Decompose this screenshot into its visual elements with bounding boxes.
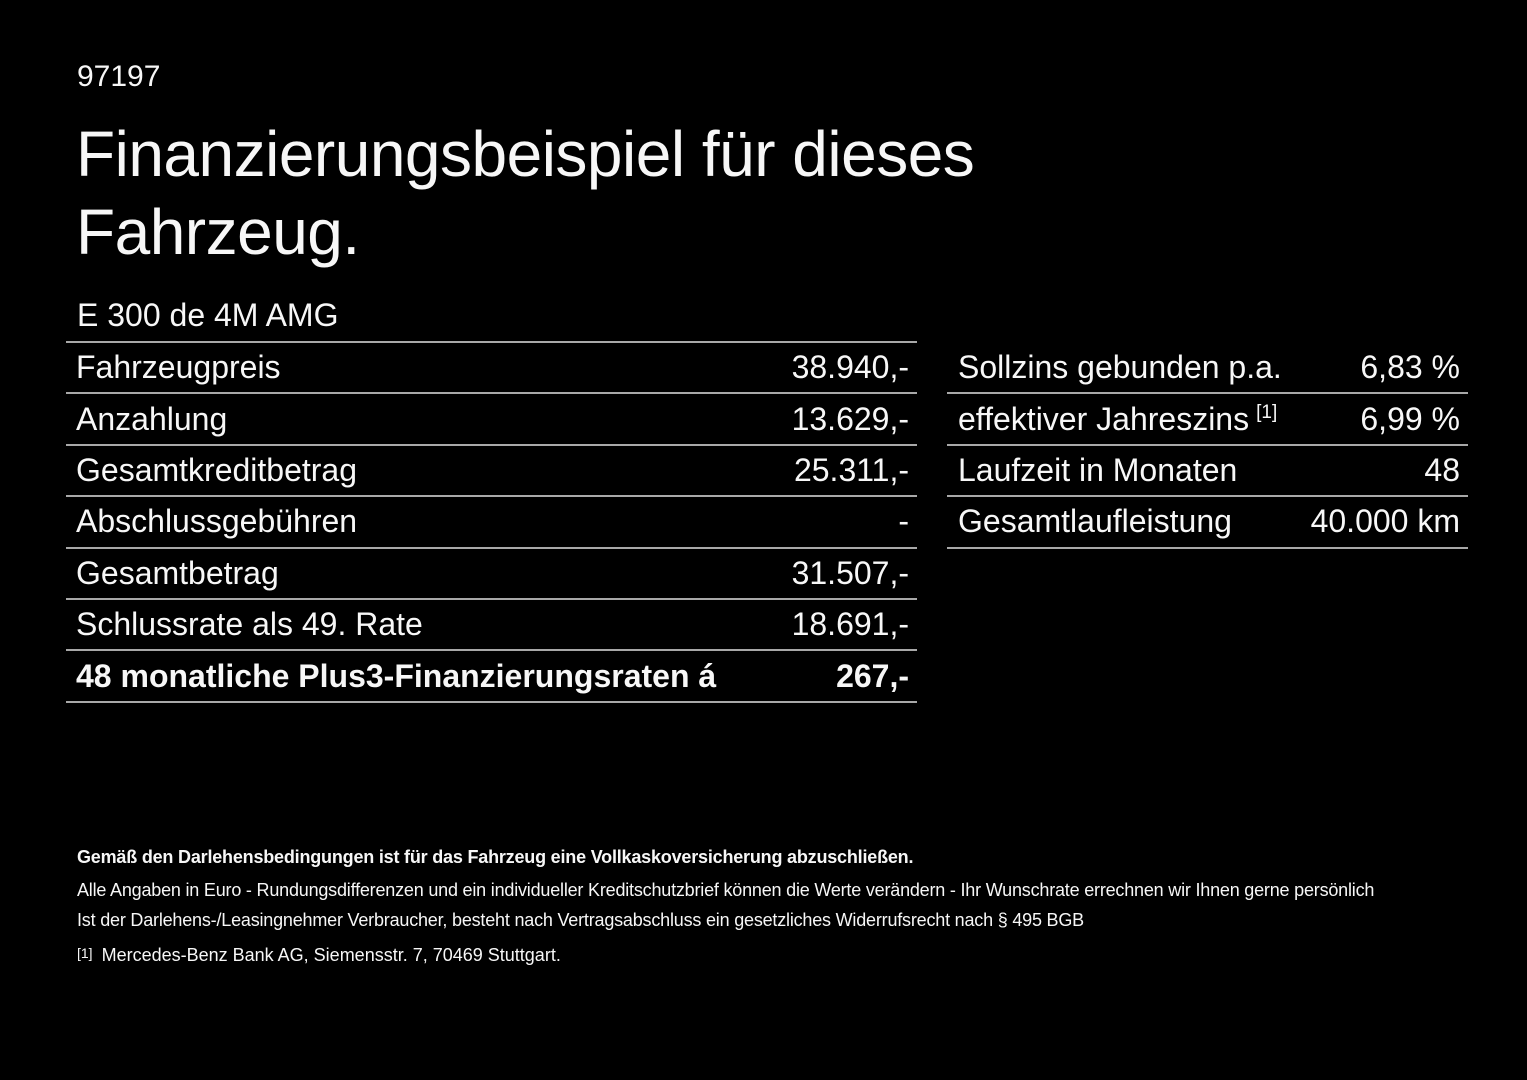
conditions-table-row: Laufzeit in Monaten 48 xyxy=(947,446,1468,498)
page-title: Finanzierungsbeispiel für dieses Fahrzeu… xyxy=(76,115,975,271)
conditions-table: Sollzins gebunden p.a. 6,83 % effektiver… xyxy=(947,343,1468,549)
conditions-row-value: 40.000 km xyxy=(1310,503,1460,540)
page-title-line-1: Finanzierungsbeispiel für dieses xyxy=(76,118,975,190)
conditions-table-row: effektiver Jahreszins [1] 6,99 % xyxy=(947,394,1468,446)
finance-row-label: Gesamtbetrag xyxy=(76,554,279,591)
finance-row-label: Abschlussgebühren xyxy=(76,503,358,540)
finance-row-value: 13.629,- xyxy=(791,400,909,437)
finance-row-value: - xyxy=(898,503,909,540)
conditions-row-label: Sollzins gebunden p.a. xyxy=(958,349,1289,386)
finance-table-row: Anzahlung 13.629,- xyxy=(66,394,917,446)
conditions-row-label-text: Gesamtlaufleistung xyxy=(958,503,1232,540)
finance-table: Fahrzeugpreis 38.940,- Anzahlung 13.629,… xyxy=(66,341,917,703)
conditions-row-label-text: Laufzeit in Monaten xyxy=(958,451,1238,488)
conditions-row-label: effektiver Jahreszins [1] xyxy=(958,401,1277,438)
document-number: 97197 xyxy=(77,60,161,93)
conditions-row-value: 6,83 % xyxy=(1360,349,1460,386)
conditions-table-row: Sollzins gebunden p.a. 6,83 % xyxy=(947,343,1468,395)
footnote-text: Mercedes-Benz Bank AG, Siemensstr. 7, 70… xyxy=(101,945,561,965)
finance-row-value: 38.940,- xyxy=(791,349,909,386)
finance-table-row: Schlussrate als 49. Rate 18.691,- xyxy=(66,600,917,652)
finance-row-label: Gesamtkreditbetrag xyxy=(76,451,358,488)
finance-table-row: 48 monatliche Plus3-Finanzierungsraten á… xyxy=(66,651,917,703)
disclaimer-line-1: Alle Angaben in Euro - Rundungsdifferenz… xyxy=(77,880,1375,900)
insurance-note: Gemäß den Darlehensbedingungen ist für d… xyxy=(77,847,914,867)
footnote: [1] Mercedes-Benz Bank AG, Siemensstr. 7,… xyxy=(77,941,561,967)
finance-row-label: Anzahlung xyxy=(76,400,228,437)
conditions-table-row: Gesamtlaufleistung 40.000 km xyxy=(947,497,1468,549)
finance-row-value: 18.691,- xyxy=(791,606,909,643)
finance-table-row: Abschlussgebühren - xyxy=(66,497,917,549)
finance-row-value: 25.311,- xyxy=(793,451,909,488)
finance-row-label: 48 monatliche Plus3-Finanzierungsraten á xyxy=(76,657,717,694)
footnote-marker: [1] xyxy=(77,945,93,961)
page-title-line-2: Fahrzeug. xyxy=(76,196,360,268)
footnote-reference: [1] xyxy=(1256,401,1278,423)
conditions-row-value: 6,99 % xyxy=(1360,400,1460,437)
conditions-row-value: 48 xyxy=(1424,451,1460,488)
conditions-row-label-text: Sollzins gebunden p.a. xyxy=(958,349,1282,386)
finance-table-row: Fahrzeugpreis 38.940,- xyxy=(66,343,917,395)
finance-row-value: 31.507,- xyxy=(791,554,909,591)
finance-row-label: Fahrzeugpreis xyxy=(76,349,281,386)
disclaimer-line-2: Ist der Darlehens-/Leasingnehmer Verbrau… xyxy=(77,910,1084,930)
conditions-row-label-text: effektiver Jahreszins xyxy=(958,400,1250,437)
finance-table-row: Gesamtkreditbetrag 25.311,- xyxy=(66,446,917,498)
conditions-row-label: Gesamtlaufleistung xyxy=(958,503,1239,540)
finance-table-row: Gesamtbetrag 31.507,- xyxy=(66,549,917,600)
finance-row-label: Schlussrate als 49. Rate xyxy=(76,606,423,643)
conditions-row-label: Laufzeit in Monaten xyxy=(958,452,1244,489)
finance-row-value: 267,- xyxy=(836,657,909,694)
vehicle-model: E 300 de 4M AMG xyxy=(77,297,339,333)
